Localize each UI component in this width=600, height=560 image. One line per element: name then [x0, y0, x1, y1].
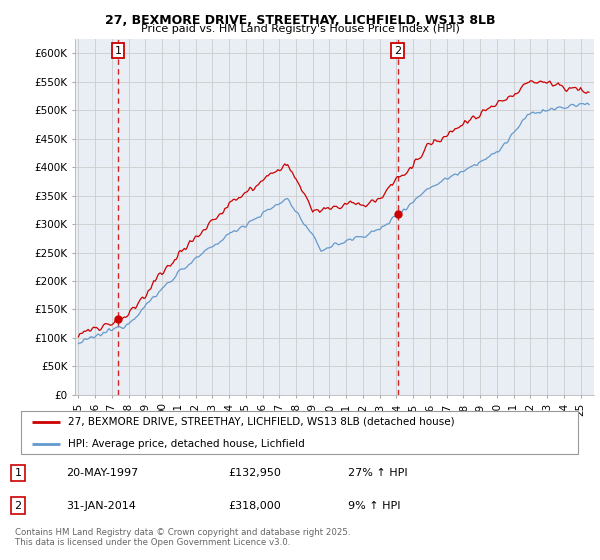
Text: Contains HM Land Registry data © Crown copyright and database right 2025.
This d: Contains HM Land Registry data © Crown c…: [15, 528, 350, 547]
Text: 1: 1: [115, 45, 122, 55]
Text: 27% ↑ HPI: 27% ↑ HPI: [348, 468, 407, 478]
Text: 2: 2: [394, 45, 401, 55]
Text: 1: 1: [14, 468, 22, 478]
Text: 27, BEXMORE DRIVE, STREETHAY, LICHFIELD, WS13 8LB (detached house): 27, BEXMORE DRIVE, STREETHAY, LICHFIELD,…: [68, 417, 454, 427]
Text: 27, BEXMORE DRIVE, STREETHAY, LICHFIELD, WS13 8LB: 27, BEXMORE DRIVE, STREETHAY, LICHFIELD,…: [105, 14, 495, 27]
Text: £132,950: £132,950: [228, 468, 281, 478]
Text: 20-MAY-1997: 20-MAY-1997: [66, 468, 138, 478]
Text: Price paid vs. HM Land Registry's House Price Index (HPI): Price paid vs. HM Land Registry's House …: [140, 24, 460, 34]
Text: 31-JAN-2014: 31-JAN-2014: [66, 501, 136, 511]
Text: 2: 2: [14, 501, 22, 511]
FancyBboxPatch shape: [21, 410, 578, 455]
Text: HPI: Average price, detached house, Lichfield: HPI: Average price, detached house, Lich…: [68, 438, 304, 449]
Text: £318,000: £318,000: [228, 501, 281, 511]
Text: 9% ↑ HPI: 9% ↑ HPI: [348, 501, 401, 511]
